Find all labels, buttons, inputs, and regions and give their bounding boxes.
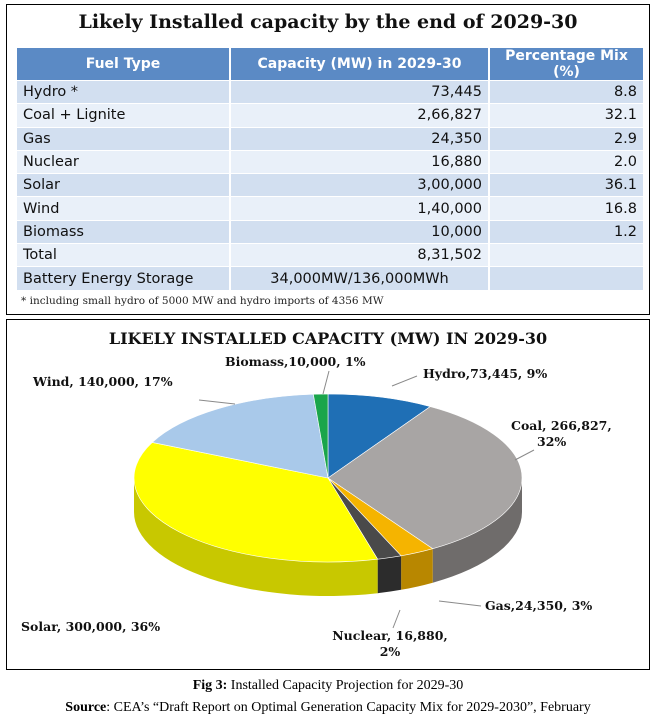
capacity-table-panel: Likely Installed capacity by the end of … [6,4,650,315]
pie-side-coal [432,478,522,583]
pie-side-solar [134,478,378,596]
pie-slice-solar [133,442,379,563]
cell-capacity: 8,31,502 [230,243,490,267]
cell-mix: 1.2 [489,219,645,244]
cell-mix: 36.1 [489,173,645,197]
table-row: Solar 3,00,000 36.1 [17,173,645,197]
cell-fuel: Battery Energy Storage [17,266,231,290]
cell-capacity: 24,350 [230,126,490,151]
cell-fuel: Biomass [17,219,231,244]
cell-fuel: Wind [17,196,231,221]
pie-leaders [198,370,535,629]
leader-line-coal [514,449,535,461]
data-label-nuclear: Nuclear, 16,880, [332,628,448,643]
leader-line-nuclear [392,609,401,629]
pie-slice-biomass [312,393,329,479]
data-label-coal: 32% [537,434,566,449]
table-row: Wind 1,40,000 16.8 [17,196,645,221]
leader-line-wind [198,399,236,405]
cell-capacity: 3,00,000 [230,173,490,197]
pie-slice-wind [151,393,329,479]
data-label-coal: Coal, 266,827, [511,418,612,433]
header-percentage-mix: Percentage Mix (%) [489,48,645,81]
pie-labels: Hydro,73,445, 9% Coal, 266,827,32% Gas,24,… [21,354,612,659]
cell-capacity: 2,66,827 [230,103,490,128]
cell-capacity: 73,445 [230,79,490,104]
cell-mix: 2.0 [489,149,645,174]
data-label-nuclear: 2% [380,644,401,659]
pie-side-gas [401,548,433,590]
data-label-solar: Solar, 300,000, 36% [21,619,160,634]
cell-capacity: 16,880 [230,149,490,174]
pie-sides [134,478,522,596]
leader-line-gas [438,600,482,607]
cell-fuel: Total [17,243,231,267]
cell-mix [489,243,645,267]
table-row: Coal + Lignite 2,66,827 32.1 [17,103,645,128]
cell-mix: 2.9 [489,126,645,151]
leader-line-hydro [391,375,418,387]
pie-tops [133,393,523,563]
cell-fuel: Solar [17,173,231,197]
pie-chart-panel: LIKELY INSTALLED CAPACITY (MW) IN 2029-3… [6,319,650,670]
pie-chart: Hydro,73,445, 9% Coal, 266,827,32% Gas,24,… [21,354,612,659]
source-line: Source: CEA’s “Draft Report on Optimal G… [0,700,656,716]
capacity-table: Fuel Type Capacity (MW) in 2029-30 Perce… [17,48,645,290]
chart-title: LIKELY INSTALLED CAPACITY (MW) IN 2029-3… [108,329,548,348]
cell-capacity: 1,40,000 [230,196,490,221]
table-row: Biomass 10,000 1.2 [17,219,645,244]
data-label-hydro: Hydro,73,445, 9% [423,366,547,381]
data-label-wind: Wind, 140,000, 17% [32,374,173,389]
cell-fuel: Nuclear [17,149,231,174]
table-header-row: Fuel Type Capacity (MW) in 2029-30 Perce… [17,48,645,81]
cell-fuel: Gas [17,126,231,151]
leader-line-biomass [322,370,330,395]
cell-fuel: Coal + Lignite [17,103,231,128]
cell-mix [489,266,645,290]
header-fuel-type: Fuel Type [17,48,231,81]
table-row: Nuclear 16,880 2.0 [17,149,645,174]
figure-caption: Fig 3: Installed Capacity Projection for… [0,678,656,694]
header-capacity: Capacity (MW) in 2029-30 [230,48,490,81]
table-footnote: * including small hydro of 5000 MW and h… [21,295,384,307]
table-title: Likely Installed capacity by the end of … [78,11,578,33]
pie-side-nuclear [377,555,402,594]
cell-mix: 8.8 [489,79,645,104]
cell-capacity: 34,000MW/136,000MWh [230,266,490,290]
source-label: Source [65,700,107,715]
pie-slice-coal [327,406,523,550]
data-label-biomass: Biomass,10,000, 1% [225,354,366,369]
cell-fuel: Hydro * [17,79,231,104]
figure-label: Fig 3: [192,678,228,693]
cell-capacity: 10,000 [230,219,490,244]
figure-text: Installed Capacity Projection for 2029-3… [227,678,464,693]
data-label-gas: Gas,24,350, 3% [485,598,592,613]
cell-mix: 16.8 [489,196,645,221]
source-text: : CEA’s “Draft Report on Optimal Generat… [106,700,591,715]
table-row-storage: Battery Energy Storage 34,000MW/136,000M… [17,266,645,290]
cell-mix: 32.1 [489,103,645,128]
table-row-total: Total 8,31,502 [17,243,645,267]
pie-slice-hydro [327,393,431,479]
table-row: Gas 24,350 2.9 [17,126,645,151]
table-row: Hydro * 73,445 8.8 [17,79,645,104]
